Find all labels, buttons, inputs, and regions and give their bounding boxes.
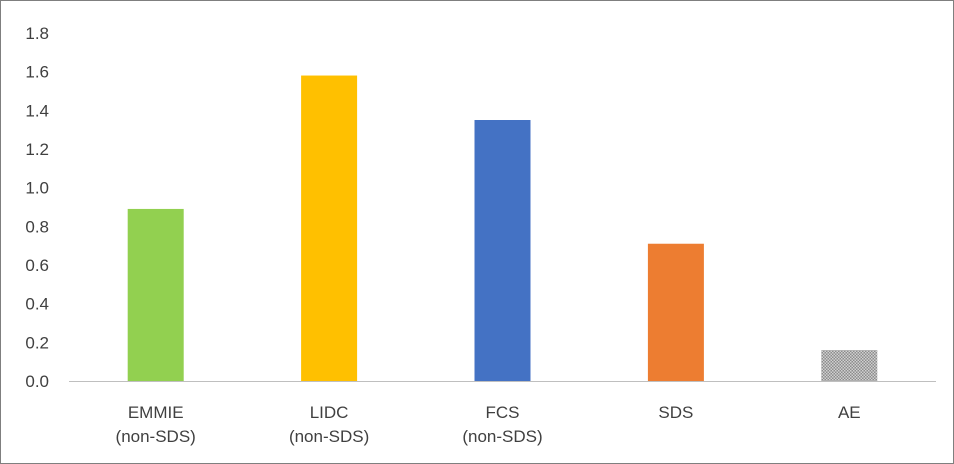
y-tick-label: 0.4 bbox=[25, 295, 49, 314]
bar-3 bbox=[647, 243, 704, 381]
bar-4 bbox=[821, 350, 878, 381]
y-tick-label: 0.8 bbox=[25, 217, 49, 236]
x-category-label-line: (non-SDS) bbox=[289, 427, 369, 446]
bars bbox=[127, 75, 878, 382]
bar-2 bbox=[474, 120, 531, 381]
x-category-label-line: EMMIE bbox=[128, 403, 184, 422]
y-axis-tick-labels: 0.0 0.2 0.4 0.6 0.8 1.0 1.2 1.4 1.6 1.8 bbox=[25, 24, 49, 391]
bar-0 bbox=[127, 208, 184, 381]
y-tick-label: 0.2 bbox=[25, 333, 49, 352]
y-tick-label: 0.6 bbox=[25, 256, 49, 275]
y-tick-label: 1.6 bbox=[25, 63, 49, 82]
x-category-label: FCS (non-SDS) bbox=[462, 403, 542, 446]
x-category-label-line: AE bbox=[838, 403, 861, 422]
x-category-label: LIDC (non-SDS) bbox=[289, 403, 369, 446]
x-axis-category-labels: EMMIE (non-SDS) LIDC (non-SDS) FCS (non-SDS) S… bbox=[116, 403, 861, 446]
y-tick-label: 1.0 bbox=[25, 179, 49, 198]
y-tick-label: 1.4 bbox=[25, 101, 49, 120]
x-category-label: SDS bbox=[658, 403, 693, 422]
y-tick-label: 1.8 bbox=[25, 24, 49, 43]
x-category-label-line: (non-SDS) bbox=[462, 427, 542, 446]
x-category-label-line: (non-SDS) bbox=[116, 427, 196, 446]
bar-1 bbox=[301, 75, 358, 382]
x-category-label-line: FCS bbox=[486, 403, 520, 422]
x-category-label-line: SDS bbox=[658, 403, 693, 422]
x-category-label: EMMIE (non-SDS) bbox=[116, 403, 196, 446]
y-tick-label: 0.0 bbox=[25, 372, 49, 391]
x-category-label-line: LIDC bbox=[310, 403, 349, 422]
x-category-label: AE bbox=[838, 403, 861, 422]
y-tick-label: 1.2 bbox=[25, 140, 49, 159]
